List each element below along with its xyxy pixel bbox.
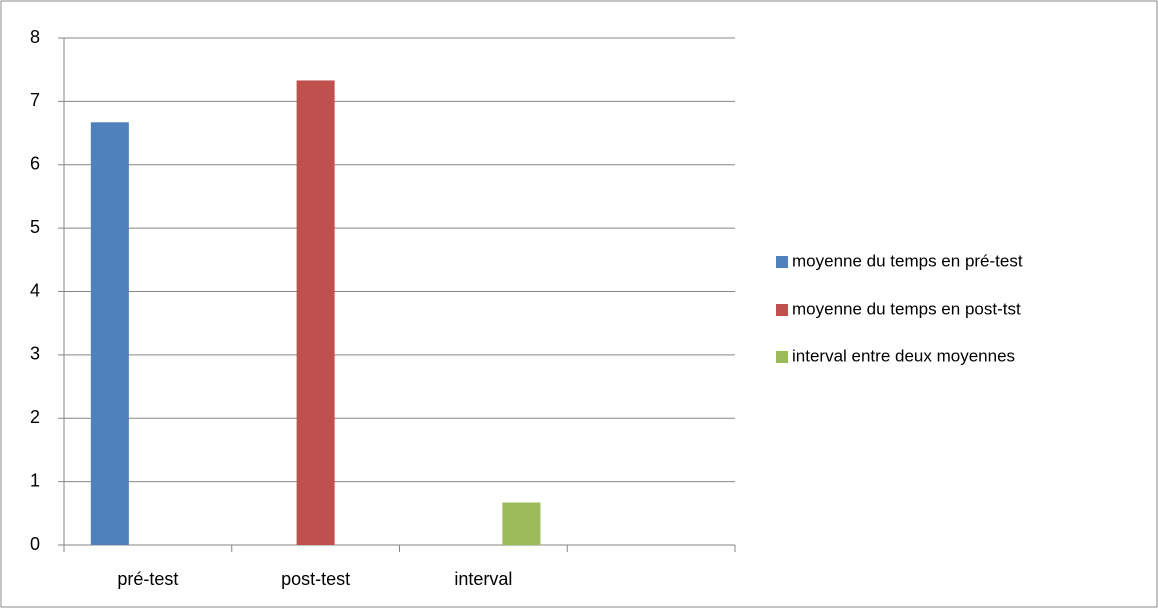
y-tick-label: 5 <box>30 217 40 237</box>
y-tick-label: 2 <box>30 407 40 427</box>
y-tick-label: 3 <box>30 344 40 364</box>
x-tick-label: post-test <box>281 569 350 589</box>
bar <box>296 80 335 546</box>
legend-label: moyenne du temps en pré-test <box>792 251 1023 270</box>
y-tick-label: 4 <box>30 280 40 300</box>
legend-label: interval entre deux moyennes <box>792 346 1015 365</box>
y-tick-label: 7 <box>30 90 40 110</box>
legend-swatch <box>776 256 788 268</box>
x-tick-label: pré-test <box>117 569 178 589</box>
y-tick-label: 1 <box>30 470 40 490</box>
legend-swatch <box>776 351 788 363</box>
y-tick-label: 0 <box>30 534 40 554</box>
bar <box>502 502 541 545</box>
bar <box>90 122 129 545</box>
x-tick-label: interval <box>454 569 512 589</box>
legend-label: moyenne du temps en post-tst <box>792 299 1021 318</box>
y-tick-label: 6 <box>30 154 40 174</box>
legend-swatch <box>776 304 788 316</box>
y-tick-label: 8 <box>30 27 40 47</box>
